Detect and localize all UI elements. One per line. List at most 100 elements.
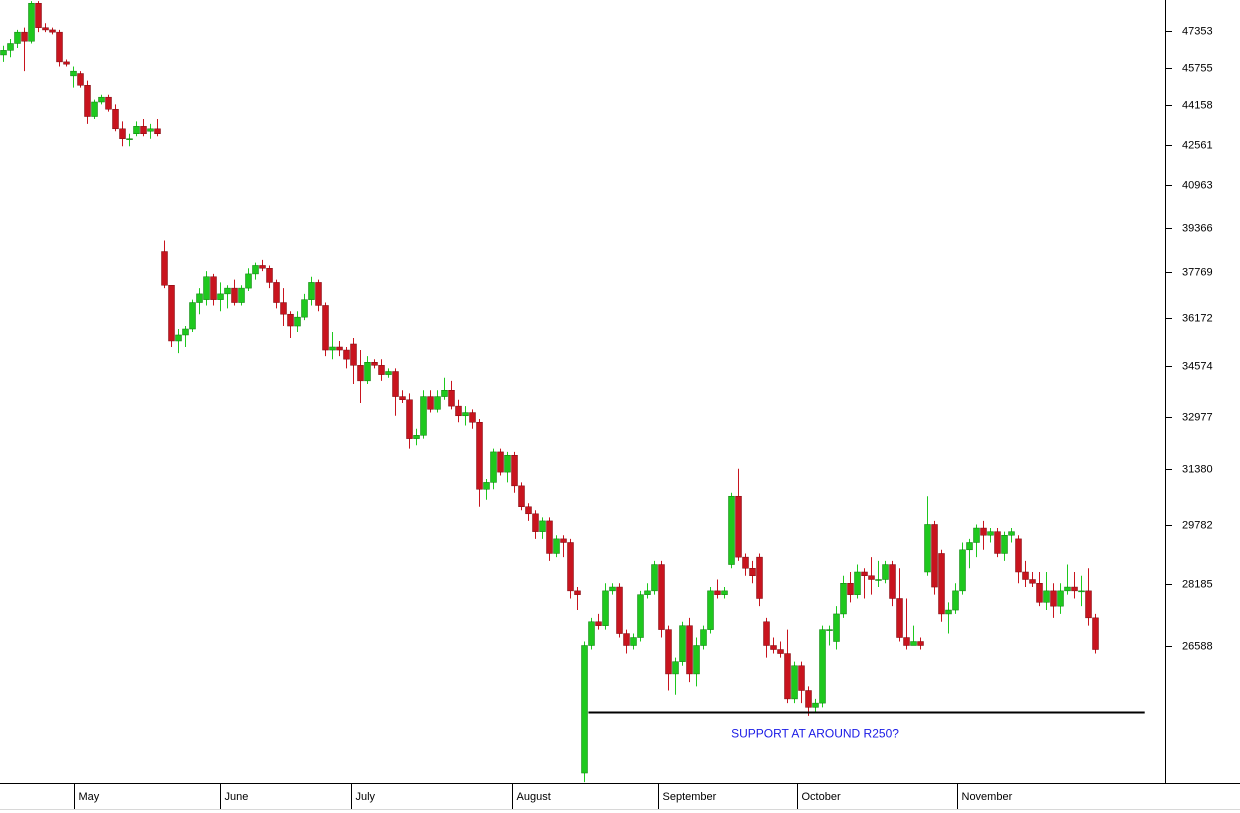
x-tick-label: August — [517, 791, 551, 803]
candle-body — [1015, 538, 1022, 573]
candle-body — [161, 251, 168, 286]
candle-body — [511, 454, 518, 487]
candle-body — [385, 371, 392, 375]
y-tick-label: 32977 — [1182, 411, 1213, 423]
candle-body — [441, 390, 448, 397]
candle-body — [266, 268, 273, 283]
candle-body — [609, 586, 616, 592]
candle-body — [805, 690, 812, 708]
candle-body — [973, 527, 980, 543]
candle-body — [875, 579, 882, 581]
y-tick-label: 28185 — [1182, 578, 1213, 590]
candle-body — [231, 287, 238, 303]
candle-body — [378, 365, 385, 375]
candle-body — [119, 128, 126, 139]
candle-body — [735, 495, 742, 558]
candle-body — [840, 583, 847, 615]
y-tick-label: 31380 — [1182, 463, 1213, 475]
candle-body — [126, 138, 133, 140]
candle-body — [539, 520, 546, 532]
candle-body — [812, 702, 819, 708]
candle-body — [721, 590, 728, 595]
candle-body — [798, 665, 805, 691]
x-tick-label: September — [663, 791, 717, 803]
candle-body — [574, 590, 581, 595]
candle-body — [336, 346, 343, 351]
candle-body — [952, 590, 959, 611]
candle-body — [252, 265, 259, 275]
candle-body — [623, 633, 630, 646]
candle-body — [210, 276, 217, 300]
candle-body — [742, 556, 749, 569]
candle-body — [434, 396, 441, 410]
candle-body — [154, 128, 161, 134]
candle-body — [749, 568, 756, 576]
candle-body — [987, 531, 994, 536]
candle-body — [784, 653, 791, 700]
candle-body — [294, 316, 301, 327]
candle-body — [315, 282, 322, 306]
y-tick-label: 37769 — [1182, 266, 1213, 278]
candle-body — [763, 621, 770, 646]
candle-body — [1043, 590, 1050, 603]
candle-body — [658, 564, 665, 630]
candle-body — [70, 70, 77, 77]
candle-body — [7, 43, 14, 51]
candle-body — [630, 637, 637, 646]
candle-body — [903, 637, 910, 646]
candle-body — [910, 641, 917, 646]
candle-body — [455, 405, 462, 417]
candle-body — [112, 108, 119, 130]
candle-body — [427, 396, 434, 410]
candle-body — [49, 29, 56, 33]
candle-body — [504, 454, 511, 473]
candle-body — [273, 282, 280, 303]
x-tick-label: June — [225, 791, 249, 803]
candle-body — [196, 293, 203, 303]
candle-body — [567, 542, 574, 592]
candle-body — [896, 598, 903, 638]
candle-body — [490, 451, 497, 483]
candle-body — [917, 641, 924, 646]
candle-body — [826, 629, 833, 631]
y-tick-label: 39366 — [1182, 222, 1213, 234]
candle-body — [350, 343, 357, 366]
candle-body — [966, 542, 973, 551]
y-tick-label: 40963 — [1182, 179, 1213, 191]
candle-body — [819, 629, 826, 704]
candle-body — [854, 571, 861, 595]
candle-body — [588, 621, 595, 646]
candle-body — [462, 412, 469, 417]
candle-body — [994, 531, 1001, 554]
candle-body — [343, 349, 350, 360]
candle-body — [714, 590, 721, 595]
candle-body — [364, 362, 371, 382]
candle-body — [301, 299, 308, 318]
candle-body — [322, 305, 329, 351]
candle-body — [14, 31, 21, 44]
y-tick-label: 29782 — [1182, 519, 1213, 531]
candle-body — [399, 396, 406, 401]
candle-body — [693, 645, 700, 675]
candle-body — [665, 629, 672, 675]
candle-body — [644, 590, 651, 595]
candle-body — [182, 328, 189, 336]
candle-body — [406, 399, 413, 439]
candle-body — [84, 85, 91, 117]
y-tick-label: 36172 — [1182, 312, 1213, 324]
candle-body — [476, 422, 483, 490]
candle-body — [217, 293, 224, 300]
candle-body — [602, 590, 609, 626]
candle-body — [175, 334, 182, 342]
y-tick-label: 26588 — [1182, 640, 1213, 652]
candle-body — [679, 625, 686, 662]
candle-body — [0, 50, 7, 56]
candle-body — [756, 556, 763, 599]
y-tick-label: 42561 — [1182, 139, 1213, 151]
candle-body — [1071, 586, 1078, 592]
candle-body — [98, 96, 105, 103]
candle-body — [595, 621, 602, 626]
candle-body — [1092, 617, 1099, 650]
candle-body — [168, 285, 175, 342]
candle-body — [42, 27, 49, 31]
